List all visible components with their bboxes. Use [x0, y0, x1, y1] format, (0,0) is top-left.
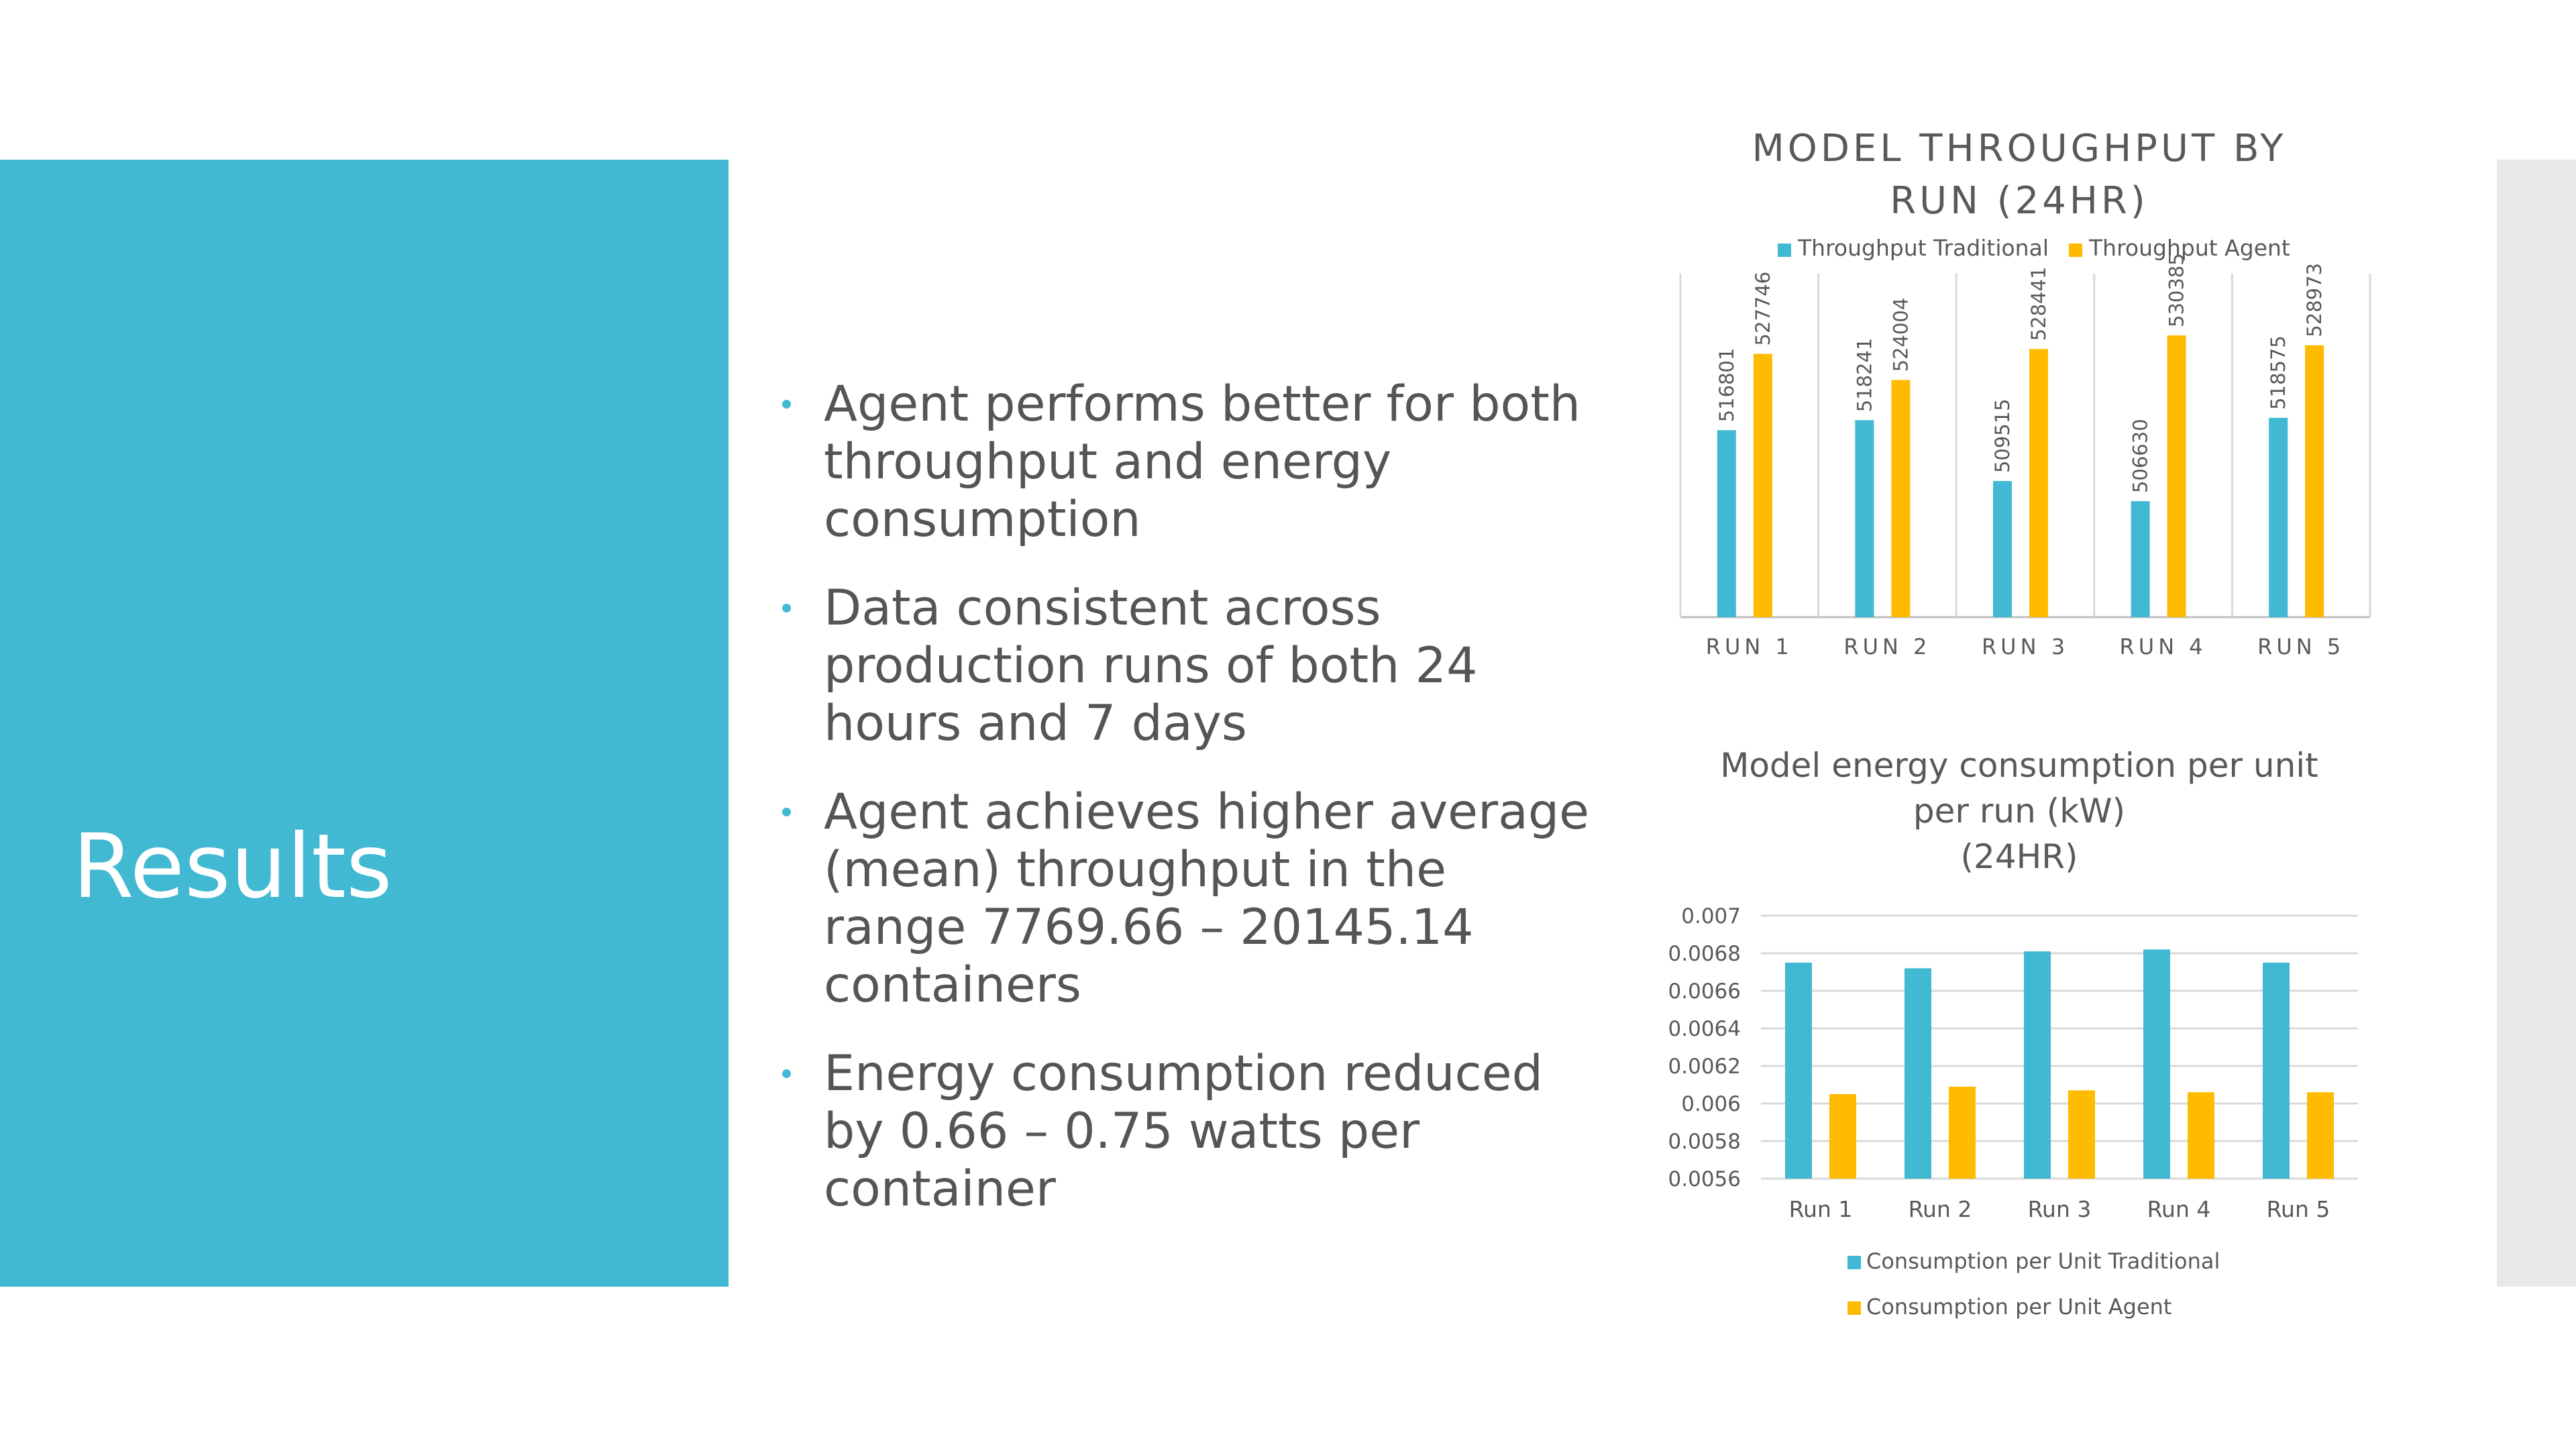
chart-title-line: (24HR) [1961, 837, 2078, 876]
x-tick-label: Run 1 [1789, 1196, 1853, 1222]
chart-title-line: Model energy consumption per unit [1720, 746, 2318, 785]
bar-agent [2305, 345, 2324, 617]
legend-swatch-traditional [1847, 1256, 1861, 1269]
legend-label-traditional: Throughput Traditional [1797, 235, 2049, 261]
bar-traditional [2269, 417, 2288, 617]
data-label: 530385 [2165, 253, 2188, 327]
bullet-dot-icon [782, 1069, 791, 1078]
y-tick-label: 0.0064 [1668, 1017, 1741, 1041]
x-tick-label: RUN 5 [2257, 634, 2345, 659]
data-label: 518575 [2267, 335, 2290, 410]
bar-agent [2068, 1090, 2095, 1179]
legend-label-traditional: Consumption per Unit Traditional [1866, 1248, 2220, 1274]
data-label: 527746 [1752, 272, 1774, 346]
slide-title: Results [72, 815, 392, 918]
bullet-text: Agent performs better for both throughpu… [824, 376, 1581, 548]
legend-label-agent: Throughput Agent [2088, 235, 2290, 261]
y-tick-label: 0.006 [1681, 1092, 1741, 1116]
data-label: 518241 [1853, 338, 1876, 413]
bar-traditional [1717, 430, 1736, 617]
bar-traditional [1904, 968, 1931, 1179]
bullet-dot-icon [782, 604, 791, 612]
bullet-dot-icon [782, 400, 791, 409]
x-tick-label: RUN 4 [2120, 634, 2207, 659]
title-panel: Results [0, 160, 729, 1287]
side-strip [2497, 160, 2576, 1287]
throughput-chart: MODEL THROUGHPUT BY RUN (24HR) Throughput … [1679, 127, 2371, 659]
data-label: 528441 [2027, 266, 2050, 341]
data-label: 516801 [1715, 348, 1738, 423]
x-tick-label: Run 5 [2267, 1196, 2330, 1222]
x-tick-label: Run 2 [1909, 1196, 1972, 1222]
bar-agent [2029, 349, 2048, 617]
x-tick-label: Run 3 [2028, 1196, 2092, 1222]
bullet-text: Data consistent across production runs o… [824, 580, 1478, 752]
bar-agent [2307, 1092, 2334, 1179]
chart-title-line: MODEL THROUGHPUT BY [1752, 127, 2286, 170]
bullet-item: Agent performs better for both throughpu… [778, 376, 1603, 549]
bar-traditional [1785, 963, 1812, 1179]
data-label: 509515 [1991, 398, 2014, 473]
bar-agent [2167, 335, 2186, 617]
legend-swatch-traditional [1778, 244, 1791, 257]
bar-traditional [2131, 501, 2150, 617]
bar-traditional [2263, 963, 2290, 1179]
y-tick-label: 0.0062 [1668, 1055, 1741, 1079]
y-tick-label: 0.0056 [1668, 1167, 1741, 1191]
y-tick-label: 0.0066 [1668, 979, 1741, 1004]
bar-agent [1829, 1094, 1856, 1179]
bullet-item: Agent achieves higher average (mean) thr… [778, 784, 1603, 1014]
x-tick-label: RUN 2 [1843, 634, 1931, 659]
data-label: 524004 [1889, 298, 1912, 372]
bar-traditional [1993, 481, 2012, 617]
x-tick-label: RUN 1 [1706, 634, 1793, 659]
bullet-list: Agent performs better for both throughpu… [778, 376, 1603, 1249]
y-tick-label: 0.0068 [1668, 942, 1741, 966]
bullet-item: Energy consumption reduced by 0.66 – 0.7… [778, 1045, 1603, 1218]
x-tick-label: RUN 3 [1982, 634, 2069, 659]
legend-swatch-agent [1847, 1301, 1861, 1315]
bullet-text: Agent achieves higher average (mean) thr… [824, 784, 1590, 1014]
bar-agent [1949, 1086, 1976, 1179]
legend-swatch-agent [2069, 244, 2082, 257]
y-tick-label: 0.007 [1681, 904, 1741, 928]
bar-traditional [2143, 949, 2170, 1179]
bar-traditional [1855, 420, 1874, 617]
data-label: 528973 [2303, 263, 2326, 337]
legend-label-agent: Consumption per Unit Agent [1866, 1294, 2171, 1320]
x-tick-label: Run 4 [2147, 1196, 2211, 1222]
chart-title-line: RUN (24HR) [1890, 179, 2149, 223]
y-tick-label: 0.0058 [1668, 1130, 1741, 1154]
bar-agent [1753, 354, 1772, 617]
energy-chart: Model energy consumption per unit per run… [1668, 746, 2358, 1320]
bar-agent [2188, 1092, 2214, 1179]
bar-traditional [2024, 951, 2051, 1179]
bullet-dot-icon [782, 808, 791, 816]
chart-title-line: per run (kW) [1913, 792, 2125, 830]
bar-agent [1891, 380, 1911, 617]
bullet-item: Data consistent across production runs o… [778, 580, 1603, 753]
data-label: 506630 [2129, 419, 2152, 493]
bullet-text: Energy consumption reduced by 0.66 – 0.7… [824, 1045, 1543, 1218]
